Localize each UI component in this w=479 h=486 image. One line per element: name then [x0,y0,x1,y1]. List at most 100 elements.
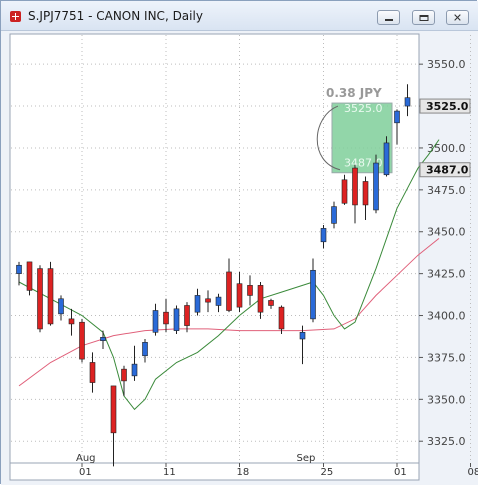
candle-up [310,258,316,323]
x-axis: 01111825010816AugSep [76,453,478,478]
candle-down [362,176,369,221]
candle-up [58,295,64,321]
candle-body [37,268,43,330]
app-plus-icon [10,11,21,22]
candles [16,84,411,467]
x-month-label: Aug [76,453,96,464]
price-boxes: 3525.0 3487.0 [419,98,471,178]
candle-down [257,282,264,319]
candle-up [320,225,327,249]
candle-down [26,261,33,296]
candle-body [16,264,22,274]
y-tick-label: 3425.0 [427,268,466,281]
close-icon: ✕ [452,11,463,24]
candle-body [89,362,96,383]
candle-down [163,298,169,333]
candle-down [68,308,75,336]
candle-body [142,342,148,357]
candle-body [247,285,253,296]
candle-body [184,305,190,326]
x-axis-area [9,462,420,481]
candle-body [404,97,411,107]
candle-down [278,305,285,334]
zone-label: 0.38 JPY [326,86,382,100]
candle-body [341,179,348,204]
zone-rect [331,102,393,174]
candle-body [131,363,138,377]
candle-body [58,298,64,315]
close-button[interactable]: ✕ [446,10,469,25]
candle-body [236,283,243,308]
minimize-icon [384,18,393,21]
candle-down [47,261,54,326]
x-tick-label: 11 [163,467,176,478]
candle-up [331,201,337,229]
candle-body [320,228,327,243]
candle-down [205,290,211,313]
price-box [419,98,471,114]
maximize-button[interactable] [412,10,435,25]
title-bar[interactable]: S.JPJ7751 - CANON INC, Daily ✕ [1,1,478,31]
candle-body [173,308,180,331]
candle-body [26,261,33,291]
price-box-label: 3487.0 [426,164,469,177]
candle-down [89,352,96,393]
candle-body [362,181,369,206]
y-tick-label: 3475.0 [427,184,466,197]
price-box [419,162,471,178]
candle-up [194,288,201,316]
candle-body [394,110,400,124]
candle-body [310,269,316,320]
candle-body [257,285,264,313]
candle-body [373,162,379,211]
candle-down [268,298,274,309]
minimize-button[interactable] [377,10,400,25]
candle-body [278,306,285,330]
candle-up [100,330,106,350]
candle-down [247,275,253,306]
candle-body [226,271,232,311]
maximize-icon [419,14,428,21]
x-tick-label: 18 [237,467,250,478]
candle-body [194,295,201,313]
candle-up [215,293,222,313]
y-tick-label: 3400.0 [427,310,466,323]
price-box-label: 3525.0 [426,100,469,113]
ma-long-line [18,238,440,387]
candle-down [121,365,127,396]
candle-body [163,311,169,325]
candle-down [110,385,117,467]
candle-body [352,167,358,206]
candle-up [404,84,411,117]
zone-inner-top-label: 3525.0 [344,102,383,115]
candle-up [142,338,148,363]
candle-body [152,310,159,333]
x-month-label: Sep [297,453,316,464]
candle-up [299,325,306,365]
x-tick-label: 08 [468,467,479,478]
candle-down [79,318,85,363]
candle-down [341,174,348,205]
candle-up [131,345,138,381]
candle-up [373,154,379,214]
candle-body [121,368,127,382]
candle-up [173,305,180,334]
candle-down [37,265,43,333]
candle-body [331,206,337,224]
candle-up [394,109,400,145]
x-tick-label: 25 [321,467,334,478]
candle-body [205,298,211,303]
zone-inner-bottom-label: 3487.0 [344,157,383,170]
candle-body [299,331,306,340]
window-title: S.JPJ7751 - CANON INC, Daily [28,9,203,23]
y-tick-label: 3375.0 [427,351,466,364]
y-tick-label: 3350.0 [427,393,466,406]
candle-down [352,164,358,224]
candle-up [152,303,159,336]
candle-up [383,136,390,177]
candle-body [383,142,390,176]
candle-body [110,385,117,434]
candle-down [184,302,190,333]
